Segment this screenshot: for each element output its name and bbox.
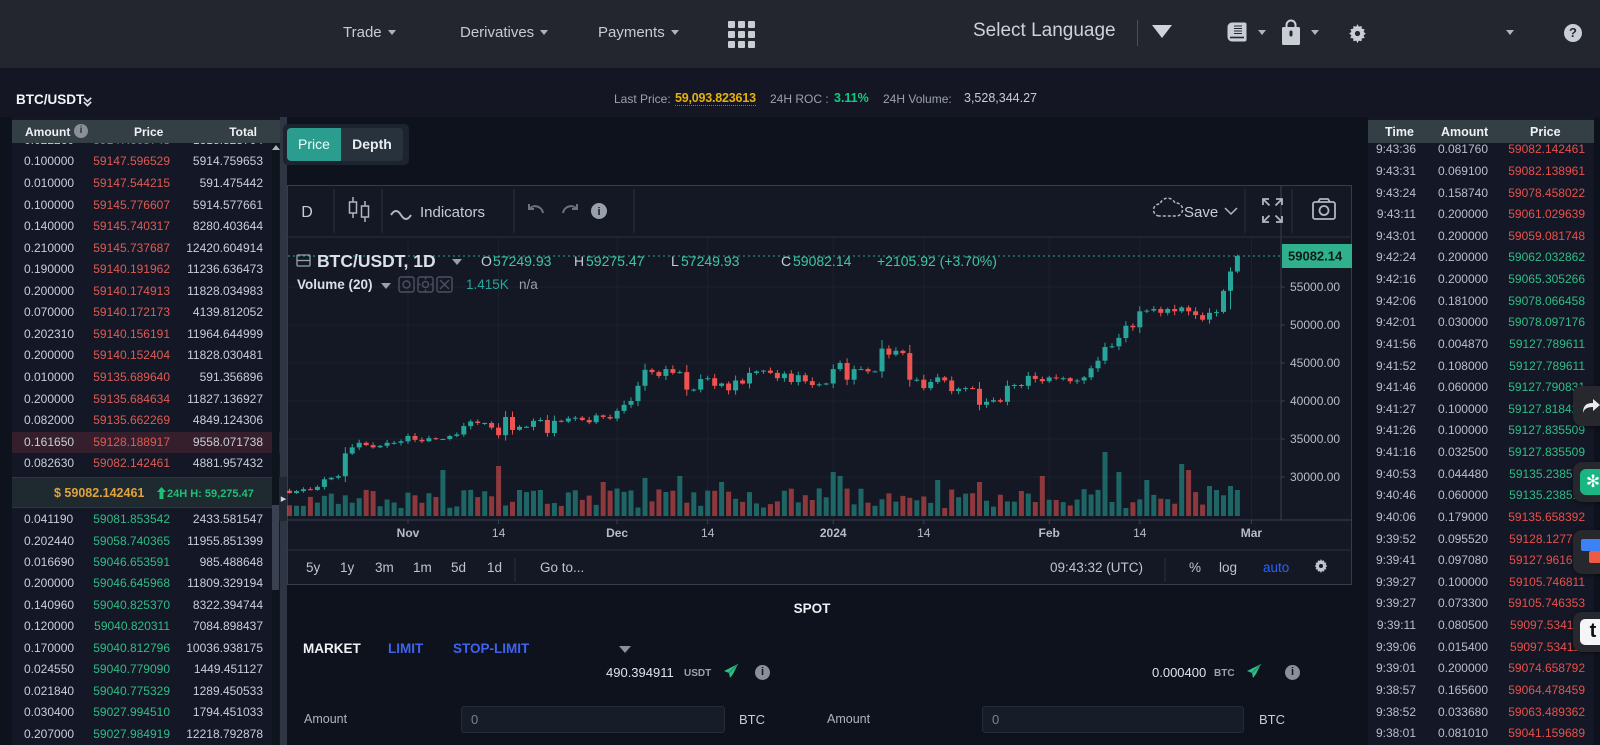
svg-text:Dec: Dec: [606, 526, 628, 540]
svg-text:Volume (20): Volume (20): [297, 277, 373, 292]
svg-text:Nov: Nov: [397, 526, 420, 540]
svg-text:14: 14: [492, 526, 506, 540]
svg-text:40000.00: 40000.00: [1290, 394, 1340, 408]
svg-text:O: O: [481, 253, 492, 269]
svg-text:50000.00: 50000.00: [1290, 318, 1340, 332]
svg-text:+2105.92 (+3.70%): +2105.92 (+3.70%): [877, 253, 997, 269]
svg-text:14: 14: [1133, 526, 1147, 540]
svg-text:Feb: Feb: [1039, 526, 1060, 540]
svg-text:30000.00: 30000.00: [1290, 470, 1340, 484]
svg-text:5d: 5d: [451, 560, 466, 575]
svg-text:Go to...: Go to...: [540, 560, 584, 575]
svg-text:1.415K: 1.415K: [466, 277, 509, 292]
svg-text:L: L: [671, 253, 679, 269]
svg-text:5y: 5y: [306, 560, 321, 575]
svg-text:C: C: [781, 253, 791, 269]
svg-text:14: 14: [917, 526, 931, 540]
svg-text:57249.93: 57249.93: [681, 253, 740, 269]
svg-text:auto: auto: [1263, 560, 1289, 575]
svg-text:57249.93: 57249.93: [493, 253, 552, 269]
svg-text:D: D: [301, 204, 313, 221]
svg-text:55000.00: 55000.00: [1290, 280, 1340, 294]
svg-text:%: %: [1189, 560, 1201, 575]
svg-text:2024: 2024: [820, 526, 847, 540]
svg-text:1d: 1d: [487, 560, 502, 575]
svg-text:Mar: Mar: [1241, 526, 1263, 540]
svg-text:i: i: [597, 206, 600, 218]
svg-text:1m: 1m: [413, 560, 432, 575]
svg-text:BTC/USDT, 1D: BTC/USDT, 1D: [317, 251, 436, 271]
svg-text:1y: 1y: [340, 560, 355, 575]
svg-text:35000.00: 35000.00: [1290, 432, 1340, 446]
svg-text:log: log: [1219, 560, 1237, 575]
svg-text:Indicators: Indicators: [420, 204, 485, 221]
svg-text:45000.00: 45000.00: [1290, 356, 1340, 370]
svg-text:09:43:32 (UTC): 09:43:32 (UTC): [1050, 560, 1143, 575]
svg-text:59082.14: 59082.14: [793, 253, 852, 269]
svg-text:n/a: n/a: [519, 277, 538, 292]
svg-text:59082.14: 59082.14: [1288, 249, 1343, 264]
svg-text:3m: 3m: [375, 560, 394, 575]
svg-text:14: 14: [701, 526, 715, 540]
svg-text:Save: Save: [1184, 204, 1218, 221]
svg-text:H: H: [574, 253, 584, 269]
svg-text:59275.47: 59275.47: [586, 253, 645, 269]
